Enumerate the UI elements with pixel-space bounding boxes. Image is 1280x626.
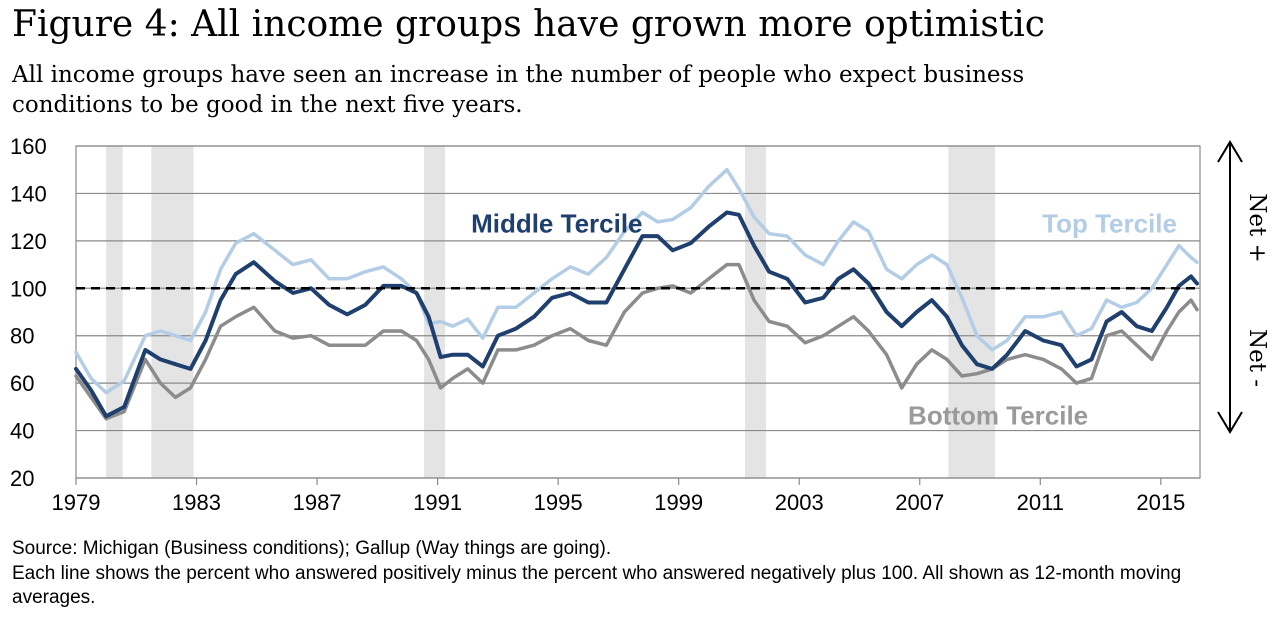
figure-subtitle: All income groups have seen an increase …	[12, 62, 1025, 118]
x-tick-label-1991: 1991	[413, 490, 462, 515]
figure-title: Figure 4: All income groups have grown m…	[12, 4, 1045, 45]
series-line-top-tercile	[74, 167, 1199, 395]
plot-frame	[75, 145, 1201, 479]
source-note: Source: Michigan (Business conditions); …	[12, 538, 612, 559]
recession-band-1	[151, 146, 194, 478]
y-tick-label-60: 60	[10, 371, 34, 396]
series-label-top-tercile: Top Tercile	[1042, 208, 1177, 238]
recession-band-0	[106, 146, 123, 478]
method-note: Each line shows the percent who answered…	[12, 563, 1182, 608]
recession-band-4	[948, 146, 996, 478]
y-tick-label-160: 160	[10, 134, 47, 159]
series-label-middle-tercile: Middle Tercile	[471, 208, 642, 238]
y-tick-label-40: 40	[10, 419, 34, 444]
y-tick-label-80: 80	[10, 324, 34, 349]
y-tick-label-100: 100	[10, 276, 47, 301]
x-tick-label-1999: 1999	[654, 490, 703, 515]
x-tick-label-2015: 2015	[1136, 490, 1185, 515]
net-arrow-down-head	[1217, 411, 1243, 434]
x-tick-label-2011: 2011	[1017, 490, 1064, 515]
net-arrow-up-head	[1217, 140, 1243, 163]
x-tick-label-1979: 1979	[52, 490, 101, 515]
recession-band-3	[744, 146, 767, 478]
y-tick-label-20: 20	[10, 466, 34, 491]
recession-band-2	[424, 146, 446, 478]
x-tick-label-1983: 1983	[172, 490, 221, 515]
series-line-middle-tercile	[74, 210, 1199, 419]
net-negative-label: Net -	[1244, 329, 1270, 387]
x-tick-label-2007: 2007	[895, 490, 944, 515]
series-label-bottom-tercile: Bottom Tercile	[908, 400, 1088, 430]
x-tick-label-1995: 1995	[534, 490, 583, 515]
series-line-bottom-tercile	[74, 262, 1199, 421]
x-tick-label-1987: 1987	[293, 490, 342, 515]
x-tick-label-2003: 2003	[775, 490, 824, 515]
y-tick-label-120: 120	[10, 229, 47, 254]
y-tick-label-140: 140	[10, 181, 47, 206]
net-positive-label: Net +	[1244, 193, 1270, 263]
